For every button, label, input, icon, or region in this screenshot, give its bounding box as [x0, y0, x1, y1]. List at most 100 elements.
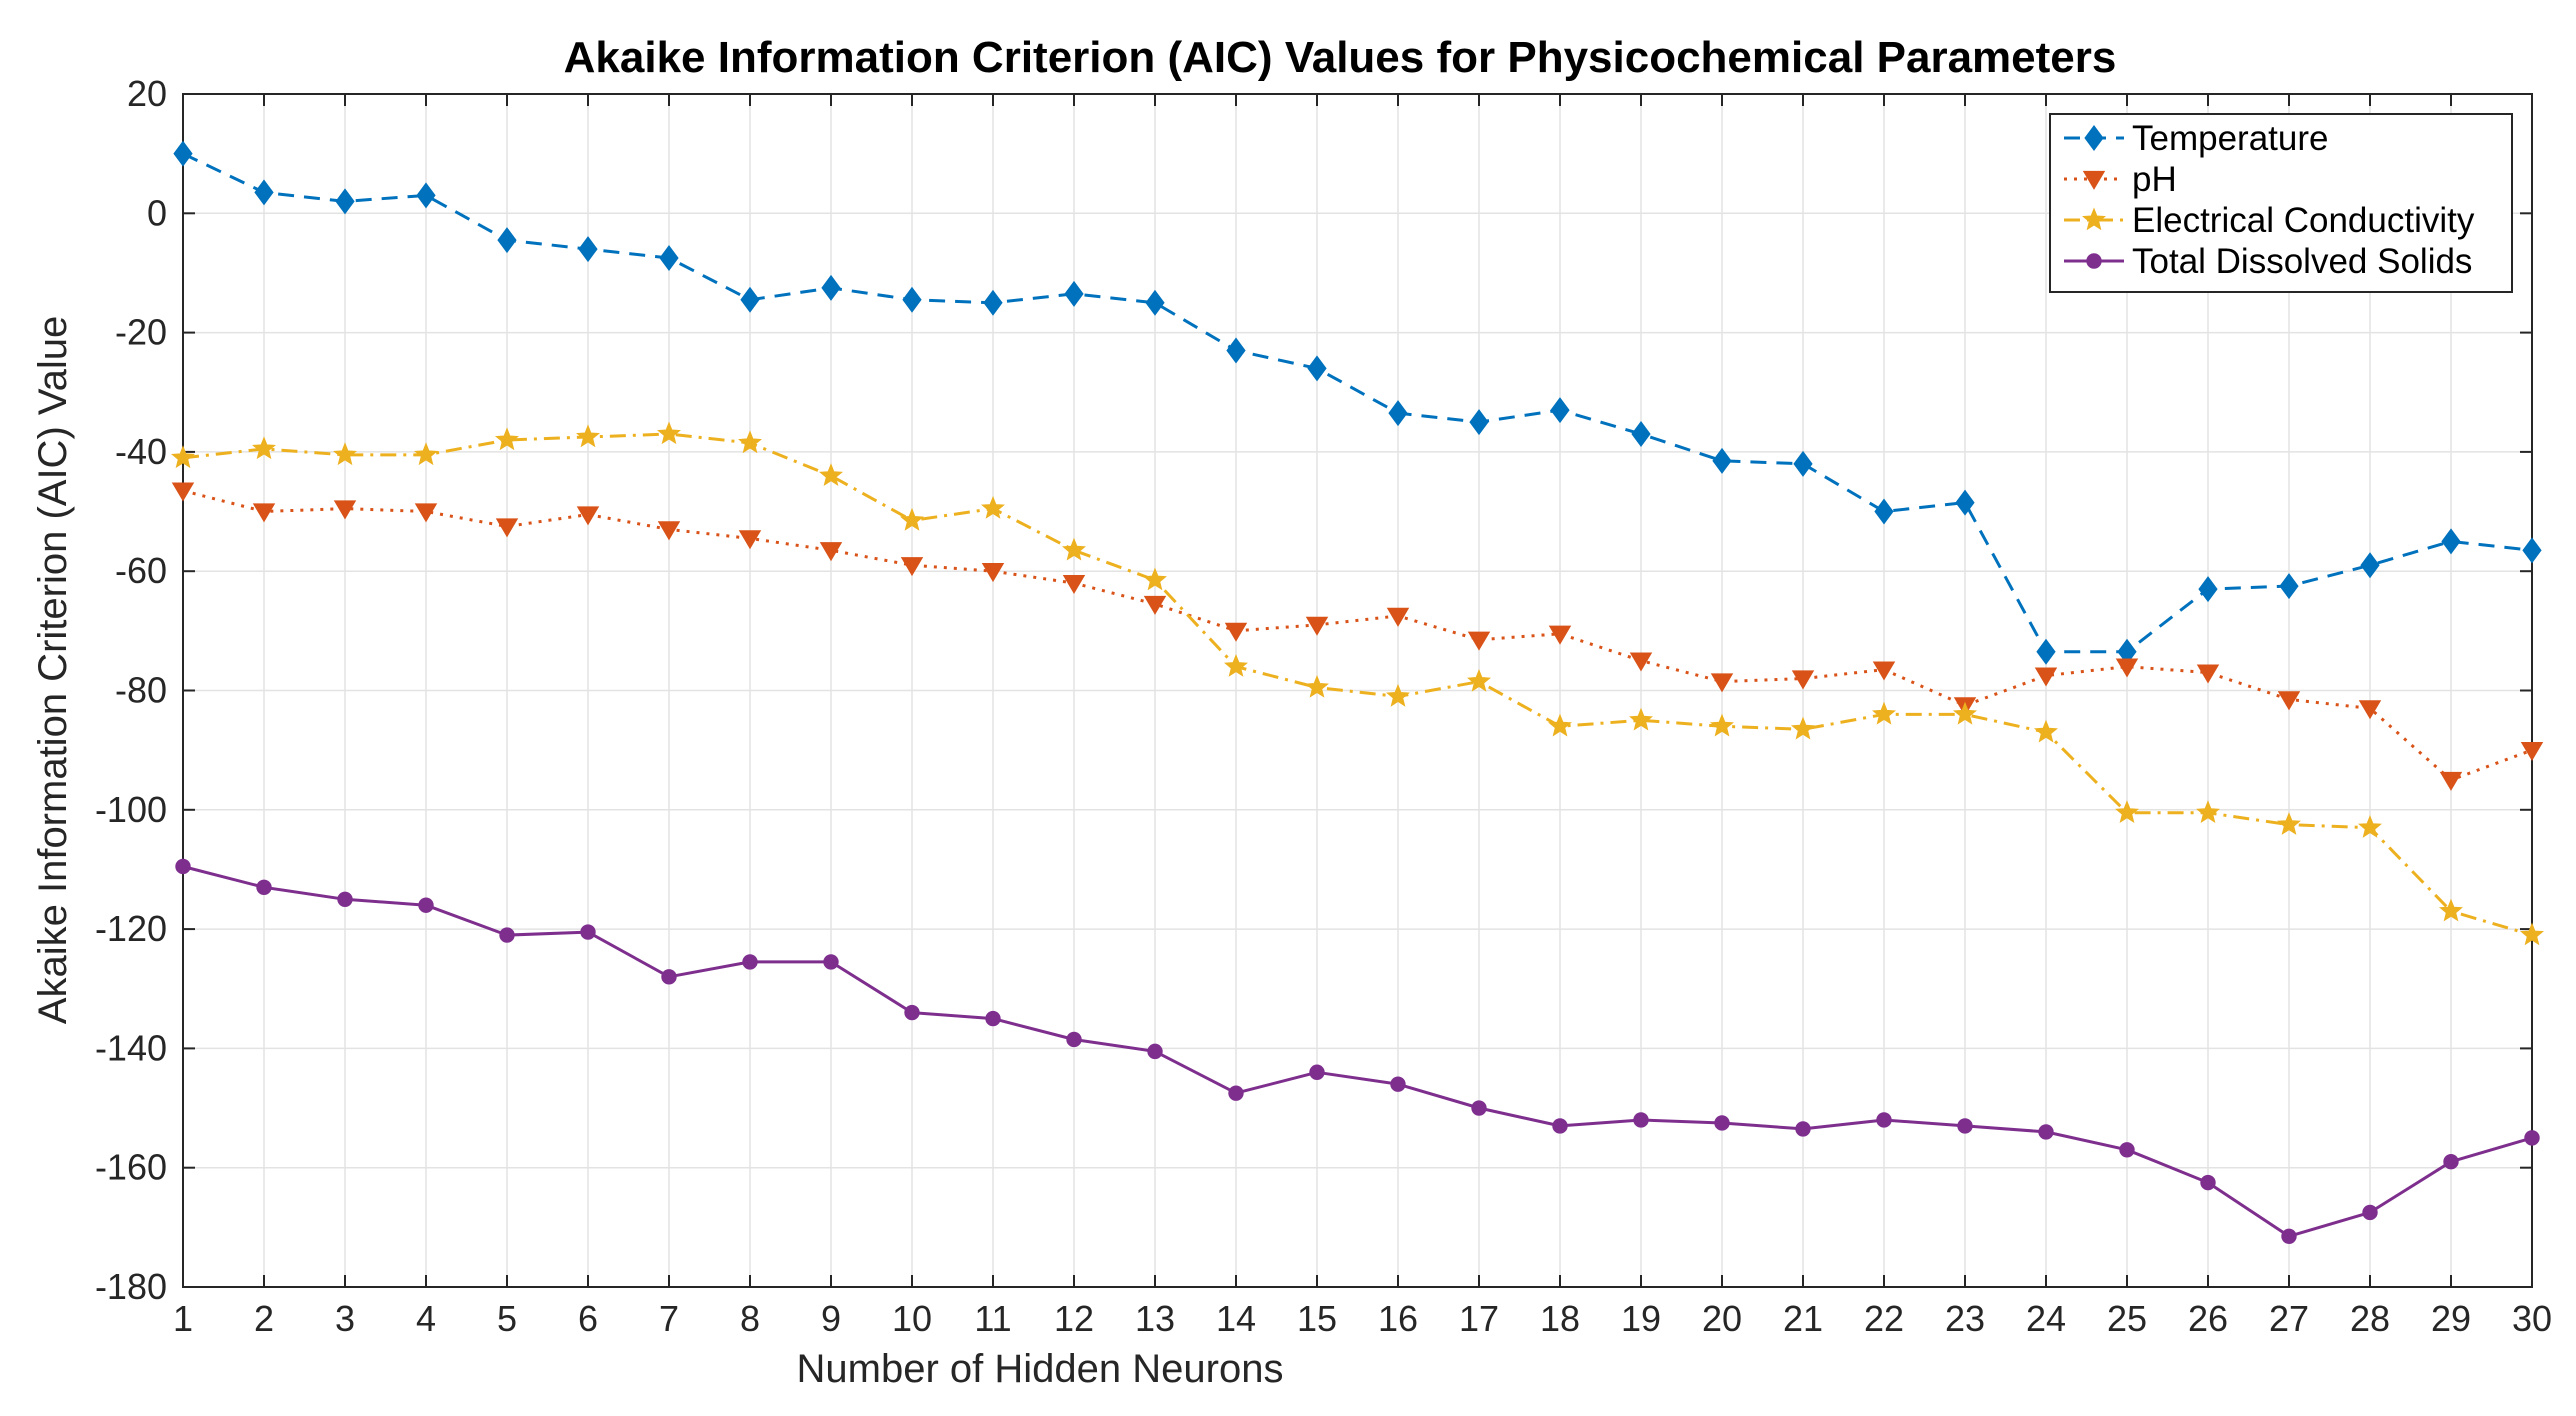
data-point [657, 521, 681, 541]
data-point [1876, 1112, 1892, 1128]
data-point [2360, 552, 2380, 579]
data-point [1872, 701, 1896, 725]
x-tick-label: 26 [2188, 1298, 2228, 1339]
data-point [1467, 668, 1491, 692]
data-point [2520, 742, 2544, 762]
data-point [580, 924, 596, 940]
data-point [2277, 691, 2301, 711]
data-point [2362, 1204, 2378, 1221]
x-tick-label: 29 [2431, 1298, 2471, 1339]
legend-marker [2082, 170, 2106, 190]
x-tick-label: 3 [335, 1298, 355, 1339]
data-point [1552, 1118, 1568, 1134]
x-tick-label: 9 [821, 1298, 841, 1339]
data-point [333, 442, 357, 466]
series-line [182, 489, 2533, 782]
x-tick-label: 1 [173, 1298, 193, 1339]
data-point [333, 500, 357, 520]
x-tick-label: 20 [1702, 1298, 1742, 1339]
data-point [1955, 489, 1975, 516]
data-point [2277, 812, 2301, 835]
x-tick-label: 22 [1864, 1298, 1904, 1339]
data-point [2196, 664, 2220, 684]
legend-marker [2086, 253, 2102, 269]
data-point [985, 1010, 1001, 1027]
series-temperature [173, 140, 2542, 665]
data-point [2119, 1142, 2135, 1158]
data-point [740, 286, 760, 313]
x-tick-label: 11 [974, 1298, 1011, 1339]
data-point [256, 879, 272, 896]
data-point [2038, 1124, 2054, 1140]
x-tick-label: 17 [1459, 1298, 1499, 1339]
legend-marker [2084, 125, 2104, 151]
data-point [1386, 607, 1410, 627]
legend-item: Temperature [2064, 119, 2328, 158]
data-point [657, 421, 681, 445]
data-point [902, 286, 922, 313]
data-point [175, 858, 191, 875]
data-point [1305, 674, 1329, 698]
data-point [2524, 1130, 2540, 1146]
data-point [499, 927, 515, 943]
data-point [904, 1004, 920, 1021]
data-point [738, 530, 762, 550]
data-point [337, 891, 353, 907]
x-tick-label: 25 [2107, 1298, 2147, 1339]
data-point [171, 445, 195, 469]
data-point [1633, 1112, 1649, 1128]
x-tick-label: 14 [1216, 1298, 1256, 1339]
y-tick-label: -40 [115, 431, 167, 472]
data-point [1145, 289, 1165, 316]
data-point [1957, 1118, 1973, 1134]
y-tick-label: 0 [147, 192, 167, 233]
x-tick-label: 8 [740, 1298, 760, 1339]
data-point [1143, 595, 1167, 615]
data-point [1791, 716, 1815, 740]
data-point [1795, 1121, 1811, 1137]
data-point [1548, 713, 1572, 737]
data-point [252, 436, 276, 460]
x-tick-label: 10 [892, 1298, 932, 1339]
data-point [1066, 1031, 1082, 1048]
data-point [414, 503, 438, 523]
data-point [2200, 1174, 2216, 1191]
x-tick-label: 28 [2350, 1298, 2390, 1339]
data-point [1629, 652, 1653, 672]
x-tick-label: 4 [416, 1298, 436, 1339]
legend-item: pH [2064, 160, 2177, 199]
data-point [900, 557, 924, 577]
data-point [2115, 800, 2139, 823]
data-point [1062, 537, 1086, 561]
y-tick-label: -100 [95, 789, 167, 830]
data-point [742, 954, 758, 970]
data-point [900, 507, 924, 531]
data-point [1467, 631, 1491, 651]
series-line [182, 865, 2533, 1238]
data-point [981, 495, 1005, 519]
y-tick-label: -160 [95, 1147, 167, 1188]
data-point [2281, 1228, 2297, 1244]
y-tick-label: -140 [95, 1027, 167, 1068]
y-tick-label: 20 [127, 73, 167, 114]
data-point [416, 182, 436, 209]
data-point [1469, 409, 1489, 436]
legend-box [2049, 113, 2513, 293]
data-point [2196, 800, 2220, 823]
data-point [1305, 616, 1329, 636]
data-point [2279, 573, 2299, 600]
x-tick-label: 23 [1945, 1298, 1985, 1339]
data-point [738, 430, 762, 454]
legend-label: pH [2132, 160, 2177, 199]
x-tick-label: 18 [1540, 1298, 1580, 1339]
data-point [578, 236, 598, 263]
data-point [1471, 1100, 1487, 1116]
data-point [2522, 537, 2542, 564]
y-axis-label: Akaike Information Criterion (AIC) Value [31, 316, 75, 1024]
x-tick-label: 12 [1054, 1298, 1094, 1339]
data-point [254, 179, 274, 206]
data-point [1064, 280, 1084, 307]
data-series [171, 140, 2544, 1244]
